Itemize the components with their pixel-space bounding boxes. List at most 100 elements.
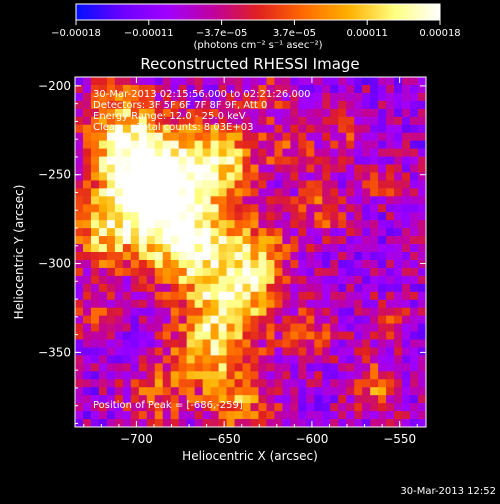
heatmap-cell [122,395,132,404]
heatmap-cell [402,347,411,356]
colorbar-tick-label: −0.00011 [124,28,174,39]
heatmap-cell [130,347,140,356]
heatmap-cell [266,236,276,245]
heatmap-cell [75,148,84,158]
heatmap-cell [130,403,140,412]
heatmap-cell [378,236,387,245]
heatmap-cell [122,100,132,110]
heatmap-cell [418,244,426,253]
heatmap-cell [90,259,100,269]
heatmap-cell [338,108,347,118]
heatmap-cell [274,244,284,253]
heatmap-cell [338,395,347,404]
heatmap-cell [298,92,307,102]
heatmap-cell [362,228,371,237]
heatmap-cell [354,307,363,317]
heatmap-cell [162,124,172,134]
heatmap-cell [242,267,252,277]
heatmap-cell [282,164,291,174]
heatmap-cell [298,100,307,110]
heatmap-cell [322,220,331,229]
heatmap-cell [210,331,220,341]
heatmap-cell [418,275,426,285]
heatmap-cell [362,275,371,285]
heatmap-cell [298,315,307,325]
heatmap-cell [98,236,108,245]
heatmap-cell [290,124,299,134]
heatmap-cell [346,172,355,181]
heatmap-cell [75,100,84,110]
heatmap-cell [314,419,323,427]
heatmap-cell [306,132,315,142]
heatmap-cell [154,283,164,293]
heatmap-cell [122,172,132,181]
heatmap-cell [282,180,291,189]
heatmap-cell [114,403,124,412]
heatmap-cell [346,204,355,213]
heatmap-cell [154,419,164,427]
heatmap-cell [202,299,212,309]
heatmap-cell [226,379,236,388]
heatmap-cell [362,387,371,396]
heatmap-cell [242,259,252,269]
heatmap-cell [234,387,244,396]
heatmap-cell [370,403,379,412]
heatmap-cell [298,275,307,285]
heatmap-cell [290,100,299,110]
heatmap-cell [106,299,116,309]
heatmap-cell [194,172,204,181]
heatmap-cell [394,355,403,364]
heatmap-cell [138,180,148,189]
heatmap-cell [154,228,164,237]
heatmap-cell [346,228,355,237]
heatmap-cell [162,228,172,237]
heatmap-cell [186,283,196,293]
heatmap-cell [306,124,315,134]
heatmap-cell [194,371,204,380]
heatmap-cell [362,140,371,150]
heatmap-cell [394,299,403,309]
heatmap-cell [418,403,426,412]
heatmap-cell [98,92,108,102]
heatmap-cell [82,395,92,404]
heatmap-cell [402,196,411,205]
heatmap-cell [274,347,284,356]
heatmap-cell [386,77,395,86]
heatmap-cell [402,283,411,293]
heatmap-cell [114,323,124,333]
heatmap-cell [346,347,355,356]
heatmap-cell [306,331,315,341]
heatmap-cell [146,140,156,150]
heatmap-cell [250,419,260,427]
heatmap-cell [210,132,220,142]
heatmap-cell [178,124,188,134]
heatmap-cell [202,331,212,341]
heatmap-cell [178,188,188,197]
heatmap-cell [266,77,276,86]
heatmap-cell [418,92,426,102]
heatmap-cell [266,291,276,301]
heatmap-cell [210,347,220,356]
heatmap-cell [218,92,228,102]
heatmap-cell [234,283,244,293]
heatmap-cell [330,355,339,364]
heatmap-cell [178,259,188,269]
heatmap-cell [154,267,164,277]
heatmap-cell [122,164,132,174]
heatmap-cell [330,291,339,301]
heatmap-cell [354,188,363,197]
heatmap-cell [266,172,276,181]
heatmap-cell [98,339,108,349]
heatmap-cell [130,252,140,261]
heatmap-cell [242,92,252,102]
heatmap-cell [162,252,172,261]
heatmap-cell [186,339,196,349]
heatmap-cell [410,283,419,293]
heatmap-cell [146,331,156,341]
heatmap-cell [338,387,347,396]
heatmap-cell [274,387,284,396]
heatmap-cell [418,236,426,245]
heatmap-cell [418,371,426,380]
heatmap-cell [370,84,379,94]
heatmap-cell [178,244,188,253]
